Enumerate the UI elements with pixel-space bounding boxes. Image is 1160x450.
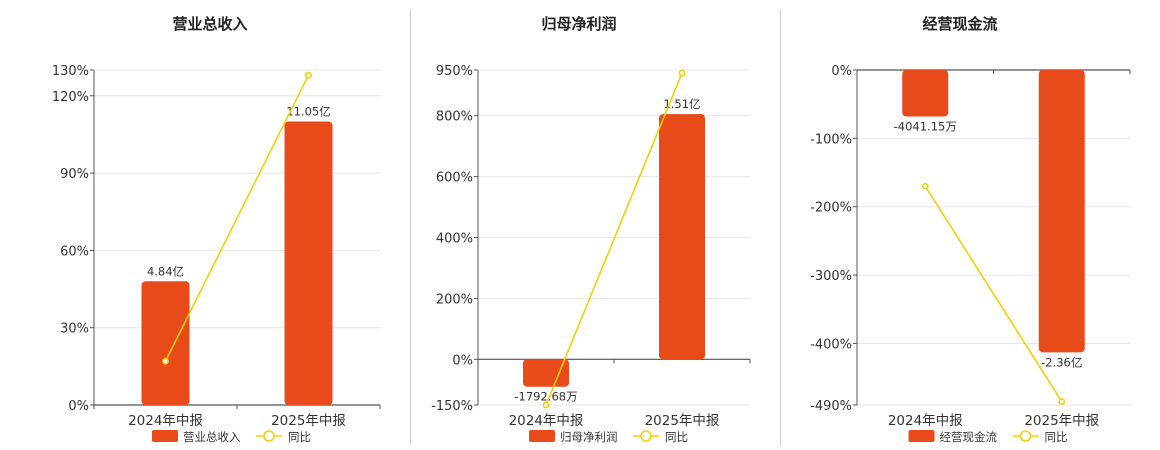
legend-swatch-bar — [529, 430, 555, 442]
chart-panel-net-profit: 归母净利润 -150% 0% 200% 400% 600% 800% 950% -1792.68… — [411, 0, 780, 450]
yoy-point[interactable] — [921, 182, 929, 190]
y-tick-label: 120% — [52, 90, 89, 105]
yoy-point[interactable] — [678, 69, 686, 77]
chart-title: 经营现金流 — [922, 15, 997, 33]
y-tick-label: 200% — [436, 292, 473, 307]
y-tick-label: 30% — [60, 322, 89, 337]
yoy-line — [924, 185, 1063, 403]
y-tick-label: -150% — [431, 399, 473, 414]
yoy-line — [164, 74, 310, 362]
y-tick-label: -400% — [810, 337, 852, 352]
legend-label-line: 同比 — [288, 430, 311, 444]
y-tick-label: 130% — [52, 64, 89, 79]
y-tick-label: 90% — [60, 167, 89, 182]
legend-swatch-bar — [152, 430, 178, 442]
bar-data-label: -1792.68万 — [514, 390, 577, 404]
bar[interactable] — [523, 359, 569, 387]
y-tick-label: 600% — [436, 171, 473, 186]
yoy-line — [545, 72, 683, 406]
yoy-point[interactable] — [1058, 398, 1066, 405]
panel-divider — [780, 10, 781, 445]
legend-label-bar: 归母净利润 — [560, 430, 618, 444]
bar-data-label: 11.05亿 — [286, 105, 330, 119]
legend-label-bar: 营业总收入 — [183, 430, 241, 444]
y-tick-label: -300% — [810, 269, 852, 284]
x-tick-label: 2025年中报 — [1024, 413, 1099, 429]
y-tick-label: 0% — [452, 353, 473, 368]
chart-panel-revenue: 营业总收入 0% 30% 60% 90% 120% 130% 4.84亿 11.05亿 2024年… — [0, 0, 400, 450]
bar[interactable] — [141, 281, 190, 405]
y-tick-label: 400% — [436, 232, 473, 247]
y-tick-label: -100% — [810, 132, 852, 147]
yoy-point[interactable] — [542, 401, 550, 409]
y-tick-label: 800% — [436, 110, 473, 125]
bar[interactable] — [659, 114, 705, 360]
yoy-point[interactable] — [305, 71, 312, 79]
legend-label-bar: 经营现金流 — [940, 430, 998, 444]
chart-svg: 归母净利润 -150% 0% 200% 400% 600% 800% 950% -1792.68… — [431, 15, 751, 444]
bar[interactable] — [284, 121, 333, 406]
bar[interactable] — [1038, 70, 1085, 353]
y-tick-label: -490% — [810, 399, 852, 414]
x-tick-label: 2024年中报 — [128, 413, 203, 429]
bar-data-label: -4041.15万 — [894, 119, 957, 133]
chart-title: 归母净利润 — [541, 15, 616, 33]
bar[interactable] — [902, 70, 949, 117]
y-tick-label: 0% — [831, 64, 852, 79]
bar-data-label: -2.36亿 — [1041, 355, 1082, 369]
legend-swatch-bar — [908, 430, 935, 442]
x-tick-label: 2025年中报 — [645, 413, 720, 429]
legend-swatch-marker — [1019, 430, 1032, 442]
panel-divider — [410, 10, 411, 445]
x-tick-label: 2024年中报 — [509, 413, 584, 429]
x-tick-label: 2024年中报 — [888, 413, 963, 429]
chart-svg: 经营现金流 -490% -400% -300% -200% -100% 0% -4041.15… — [810, 15, 1131, 444]
x-tick-label: 2025年中报 — [271, 413, 346, 429]
chart-panel-cash-flow: 经营现金流 -490% -400% -300% -200% -100% 0% -4041.15… — [781, 0, 1160, 450]
y-tick-label: 0% — [68, 399, 89, 414]
y-tick-label: -200% — [810, 201, 852, 216]
legend-swatch-marker — [263, 430, 275, 442]
chart-title: 营业总收入 — [172, 15, 247, 33]
bar-data-label: 1.51亿 — [663, 97, 700, 111]
y-tick-label: 60% — [60, 244, 89, 259]
legend-label-line: 同比 — [665, 430, 688, 444]
bar-data-label: 4.84亿 — [147, 264, 184, 278]
legend-label-line: 同比 — [1045, 430, 1068, 444]
chart-svg: 营业总收入 0% 30% 60% 90% 120% 130% 4.84亿 11.05亿 2024年… — [52, 15, 381, 444]
legend-swatch-marker — [640, 430, 652, 442]
y-tick-label: 950% — [436, 64, 473, 79]
yoy-point[interactable] — [162, 357, 169, 365]
